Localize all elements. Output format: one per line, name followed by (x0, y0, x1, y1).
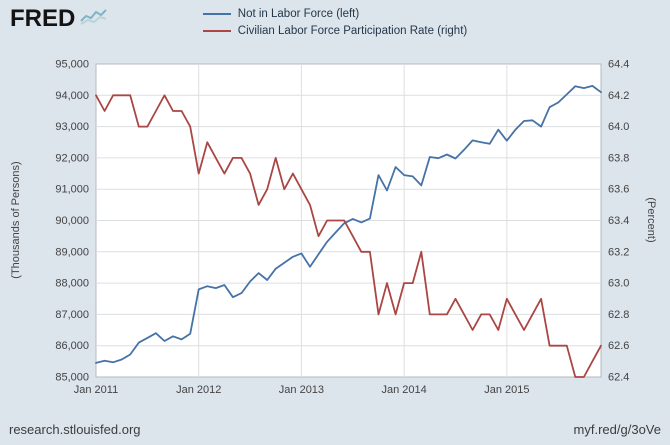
left-axis-tick-label: 90,000 (55, 215, 89, 227)
left-axis-tick-label: 94,000 (55, 90, 89, 102)
right-axis-title: (Percent) (645, 197, 657, 243)
right-axis-tick-label: 63.6 (608, 184, 629, 196)
legend-label-participation-rate: Civilian Labor Force Participation Rate … (237, 25, 468, 37)
left-axis-tick-label: 85,000 (55, 372, 89, 384)
footer-source-link[interactable]: research.stlouisfed.org (9, 422, 141, 437)
left-axis-tick-label: 87,000 (55, 309, 89, 321)
right-axis-tick-label: 62.8 (608, 309, 629, 321)
series-line-left-axis[interactable] (95, 85, 602, 364)
chart-legend: Not in Labor Force (left) Civilian Labor… (0, 8, 670, 42)
right-axis-tick-label: 63.0 (608, 278, 629, 290)
right-axis-tick-label: 64.4 (608, 59, 629, 71)
left-axis-tick-label: 95,000 (55, 59, 89, 71)
right-axis-tick-label: 63.8 (608, 152, 629, 164)
x-axis-tick-label: Jan 2014 (382, 384, 427, 396)
x-axis-tick-label: Jan 2011 (74, 384, 118, 396)
legend-items: Not in Labor Force (left) Civilian Labor… (202, 8, 468, 42)
left-axis-tick-label: 89,000 (55, 246, 89, 258)
legend-label-not-in-labor-force: Not in Labor Force (left) (237, 8, 360, 20)
right-axis-tick-label: 62.4 (608, 372, 629, 384)
left-axis-tick-label: 93,000 (55, 121, 89, 133)
legend-item-participation-rate: Civilian Labor Force Participation Rate … (202, 25, 468, 37)
fred-logo[interactable]: FRED (10, 7, 109, 31)
right-axis-tick-label: 64.2 (608, 90, 629, 102)
fred-logo-text: FRED (10, 5, 76, 32)
footer-short-url-link[interactable]: myf.red/g/3oVe (573, 422, 661, 437)
left-axis-tick-label: 88,000 (55, 278, 89, 290)
left-axis-tick-label: 92,000 (55, 152, 89, 164)
x-axis-tick-label: Jan 2012 (176, 384, 221, 396)
blue-line-swatch (202, 13, 231, 15)
legend-item-not-in-labor-force: Not in Labor Force (left) (202, 8, 467, 20)
x-axis-tick-label: Jan 2015 (484, 384, 529, 396)
left-axis-tick-label: 86,000 (55, 340, 89, 352)
right-axis-tick-label: 62.6 (608, 340, 629, 352)
series-line-right-axis[interactable] (95, 94, 602, 378)
right-axis-tick-label: 63.2 (608, 246, 629, 258)
right-axis-tick-label: 64.0 (608, 121, 629, 133)
red-line-swatch (202, 30, 231, 32)
chart-footer: research.stlouisfed.org myf.red/g/3oVe (9, 422, 661, 437)
left-axis-tick-label: 91,000 (55, 184, 89, 196)
left-axis-title: (Thousands of Persons) (10, 161, 22, 279)
right-axis-tick-label: 63.4 (608, 215, 629, 227)
fred-sparkline-icon (80, 9, 108, 25)
x-axis-tick-label: Jan 2013 (279, 384, 324, 396)
